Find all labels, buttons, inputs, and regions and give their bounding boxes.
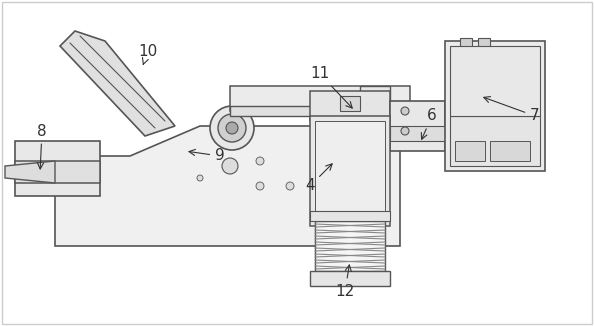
Text: 11: 11 (311, 67, 352, 108)
Bar (310, 211, 390, 221)
Text: 4: 4 (305, 164, 332, 194)
Bar (450, 116, 540, 166)
Circle shape (256, 157, 264, 165)
Bar (390, 126, 445, 141)
Circle shape (401, 107, 409, 115)
Bar (230, 86, 410, 111)
Polygon shape (55, 126, 400, 246)
Circle shape (218, 114, 246, 142)
Bar (315, 121, 385, 221)
Bar (315, 221, 385, 271)
Bar (310, 271, 390, 286)
Circle shape (286, 182, 294, 190)
Text: 7: 7 (484, 96, 540, 124)
Text: 9: 9 (189, 149, 225, 164)
Circle shape (401, 127, 409, 135)
Bar (230, 106, 410, 116)
Polygon shape (15, 161, 100, 183)
Bar (450, 46, 540, 116)
Bar (340, 96, 360, 111)
Bar (390, 101, 445, 151)
Text: 8: 8 (37, 124, 47, 169)
Circle shape (210, 106, 254, 150)
Circle shape (226, 122, 238, 134)
Circle shape (197, 175, 203, 181)
Bar (15, 141, 100, 196)
Bar (490, 141, 530, 161)
Polygon shape (60, 31, 175, 136)
Circle shape (222, 158, 238, 174)
Text: 12: 12 (336, 265, 355, 299)
Bar (360, 86, 390, 146)
Polygon shape (5, 161, 55, 183)
Bar (310, 91, 390, 121)
Bar (455, 141, 485, 161)
Bar (460, 38, 472, 56)
Bar (310, 116, 390, 226)
Circle shape (256, 182, 264, 190)
Text: 10: 10 (138, 43, 157, 64)
Bar (478, 38, 490, 56)
Text: 6: 6 (421, 109, 437, 139)
Bar (445, 41, 545, 171)
